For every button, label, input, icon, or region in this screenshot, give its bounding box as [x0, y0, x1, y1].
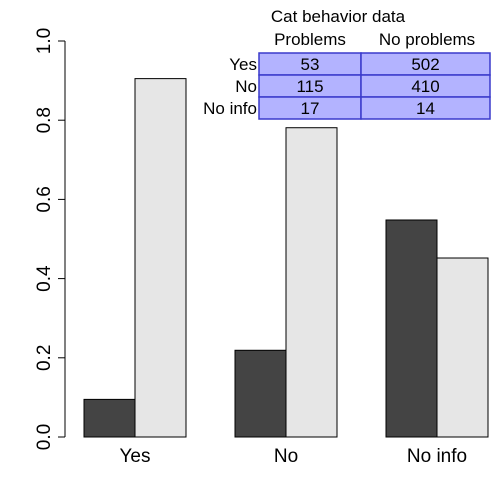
- inset-table-title: Cat behavior data: [271, 7, 406, 26]
- inset-table: Cat behavior data Problems No problems Y…: [203, 7, 491, 120]
- y-tick-label: 0.2: [34, 345, 55, 371]
- inset-col-header-no-problems: No problems: [379, 30, 475, 49]
- inset-cell-value: 17: [301, 99, 320, 118]
- bars: [83, 78, 489, 438]
- bar-series-2-3: [436, 257, 489, 438]
- bar-series-1-3: [385, 219, 438, 438]
- inset-col-header-problems: Problems: [274, 30, 346, 49]
- inset-cell-value: 53: [301, 55, 320, 74]
- inset-row-label: No: [235, 77, 257, 96]
- bar-series-2-2: [285, 127, 338, 438]
- x-axis-labels: Yes No No info: [120, 446, 468, 467]
- x-tick-label: Yes: [120, 446, 151, 467]
- inset-cell-value: 14: [416, 99, 435, 118]
- bar-series-2-1: [134, 78, 187, 438]
- inset-row-label: Yes: [229, 55, 257, 74]
- x-tick-label: No info: [407, 446, 467, 467]
- bar-series-1-2: [234, 349, 287, 438]
- y-tick-label: 1.0: [34, 28, 55, 54]
- bar-series-1-1: [83, 398, 136, 438]
- inset-cell-value: 502: [411, 55, 439, 74]
- inset-cell-value: 115: [296, 77, 323, 96]
- y-tick-label: 0.4: [34, 265, 55, 292]
- inset-row-label: No info: [203, 99, 257, 118]
- y-tick-label: 0.8: [34, 107, 55, 133]
- y-tick-label: 0.0: [34, 424, 55, 450]
- inset-cell: [360, 96, 491, 120]
- y-tick-label: 0.6: [34, 186, 55, 212]
- y-axis: 0.0 0.2 0.4 0.6 0.8 1.0: [34, 28, 66, 450]
- inset-cell-value: 410: [411, 77, 439, 96]
- x-tick-label: No: [274, 446, 298, 467]
